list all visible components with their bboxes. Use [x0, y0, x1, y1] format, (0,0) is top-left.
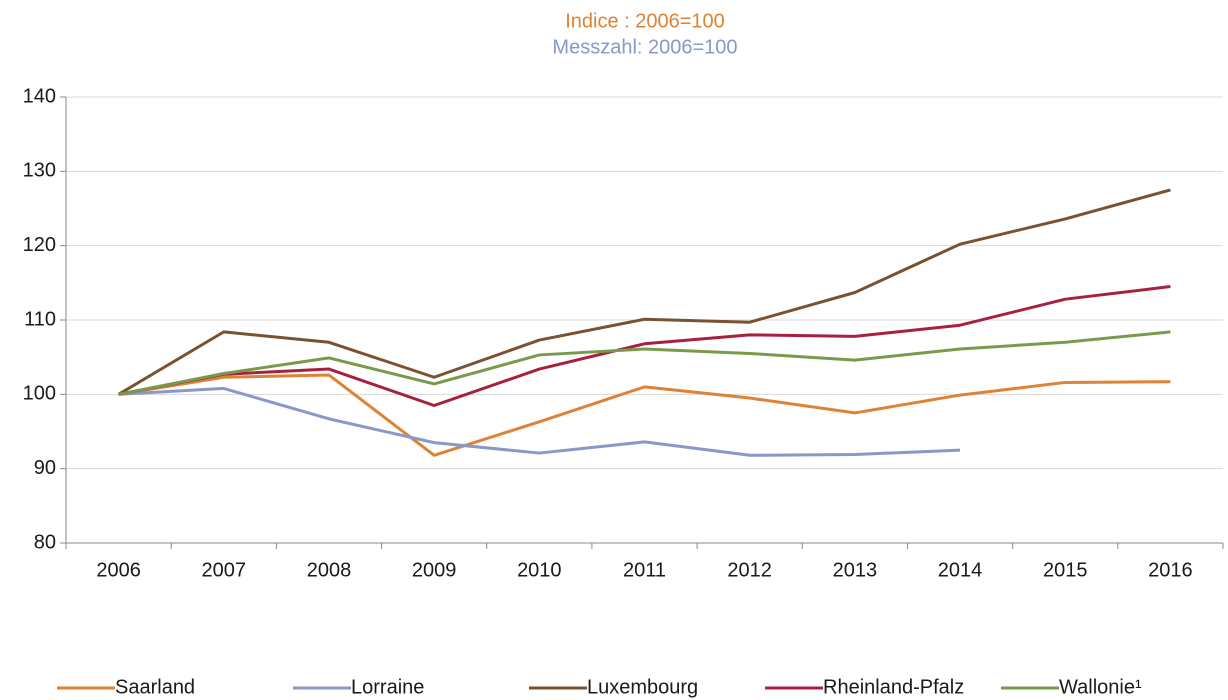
chart-subtitle: Messzahl: 2006=100 [552, 36, 737, 58]
x-tick-label: 2016 [1148, 559, 1193, 581]
x-tick-label: 2010 [517, 559, 562, 581]
y-tick-label: 110 [24, 308, 56, 330]
legend-label: Lorraine [351, 676, 424, 698]
legend-label: Wallonie¹ [1059, 676, 1142, 698]
x-tick-label: 2008 [307, 559, 352, 581]
series-line [118, 373, 1171, 457]
x-tick-label: 2007 [202, 559, 247, 581]
chart-title: Indice : 2006=100 [565, 10, 725, 32]
x-tick-label: 2009 [412, 559, 457, 581]
y-tick-label: 140 [23, 85, 56, 107]
y-tick-label: 130 [23, 160, 56, 182]
x-tick-label: 2012 [727, 559, 772, 581]
series-line [118, 285, 1171, 407]
series-line [118, 330, 1171, 396]
series-line [117, 188, 1171, 396]
x-tick-label: 2013 [833, 559, 878, 581]
y-tick-label: 100 [23, 383, 56, 405]
legend-label: Saarland [115, 676, 195, 698]
x-tick-label: 2015 [1043, 559, 1088, 581]
series-line [118, 386, 961, 457]
x-tick-label: 2006 [96, 559, 141, 581]
legend-label: Rheinland-Pfalz [823, 676, 964, 698]
y-tick-label: 120 [23, 234, 56, 256]
y-tick-label: 90 [34, 457, 56, 479]
y-tick-label: 80 [34, 531, 56, 553]
x-tick-label: 2011 [623, 559, 666, 581]
x-tick-label: 2014 [938, 559, 983, 581]
legend-label: Luxembourg [587, 676, 698, 698]
